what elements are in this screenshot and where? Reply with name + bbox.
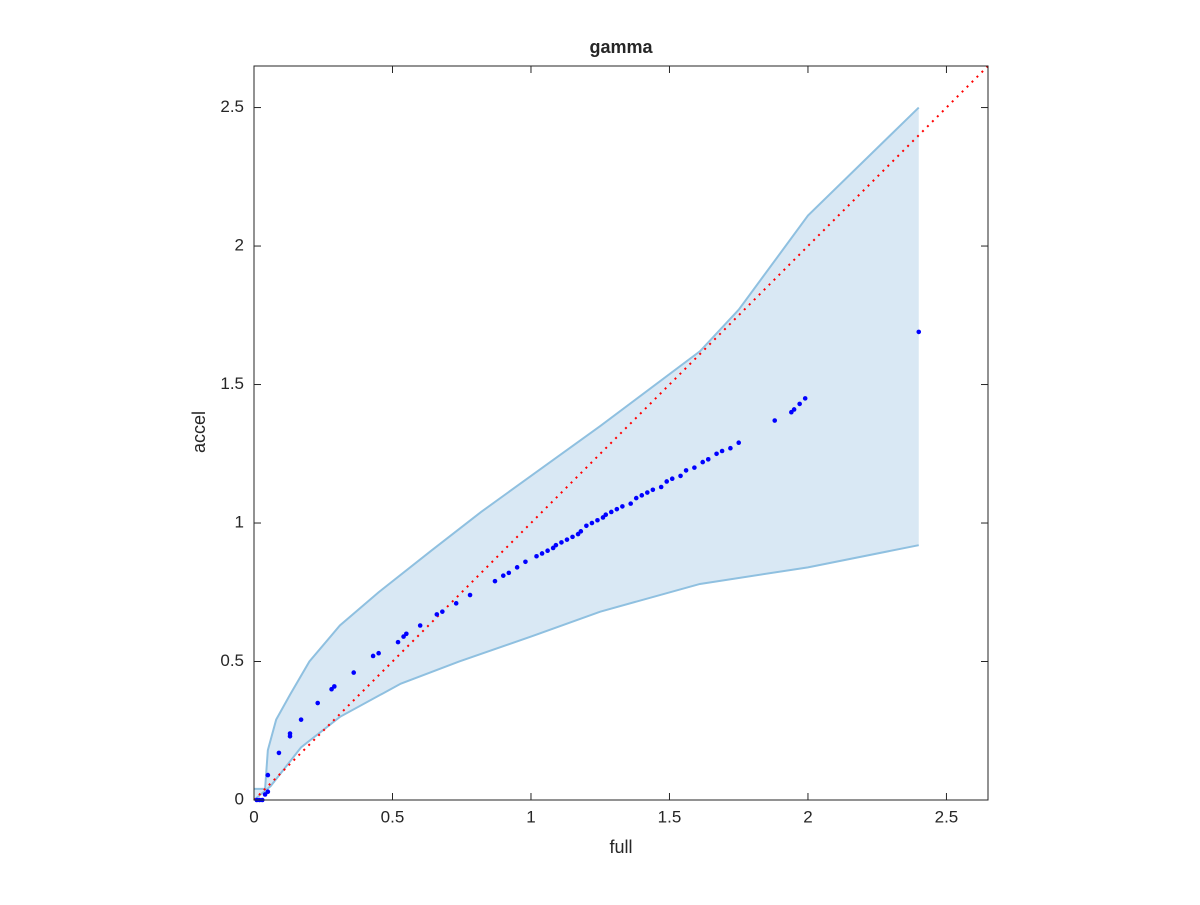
point [506,570,512,576]
point [678,473,683,479]
point [719,448,725,454]
band-upper-line [254,106,920,790]
x-tick-label: 0 [249,807,258,826]
x-tick-label: 1.5 [658,807,682,826]
point [628,501,633,506]
point [772,418,778,423]
point [797,401,802,407]
x-tick-label: 2.5 [935,807,959,826]
x-tick-label: 1 [526,807,535,826]
point [298,717,304,722]
chart-title: gamma [589,37,653,57]
point [633,495,639,501]
point [595,517,600,523]
band-lower-line [253,544,919,801]
point [553,542,559,548]
point [265,789,271,794]
point [467,592,473,598]
point [434,612,440,617]
y-tick-label: 2 [235,236,244,255]
point [440,609,445,614]
point [514,565,520,570]
point [265,772,271,778]
point [692,465,697,470]
point [658,484,664,490]
point [276,750,282,756]
y-tick-label: 2.5 [220,97,244,116]
point [620,504,625,509]
point [639,493,645,498]
point [578,529,584,534]
point [728,445,733,451]
point [916,329,922,335]
axes-box [253,65,989,801]
point [453,601,459,606]
point [584,523,589,529]
point [791,407,797,412]
y-axis-label: accel [189,411,209,453]
point [683,468,689,473]
point [669,476,675,482]
point [650,487,656,493]
point [370,653,376,659]
point [664,479,670,484]
point [614,506,620,512]
x-tick-label: 0.5 [381,807,405,826]
point [570,534,575,540]
point [802,396,808,401]
point [417,623,423,628]
point [645,490,650,495]
y-tick-label: 1 [235,513,244,532]
point [559,540,564,545]
point [736,440,742,445]
point [545,548,550,554]
y-tick-label: 0 [235,789,244,808]
point [287,731,293,736]
point [603,512,609,518]
point [539,551,545,556]
x-tick-label: 2 [803,807,812,826]
point [523,559,528,565]
point [609,509,614,515]
point [332,684,337,689]
y-tick-label: 1.5 [220,374,244,393]
x-axis-label: full [609,837,632,857]
point [714,451,719,457]
point [395,639,401,645]
reference-line [253,65,989,801]
point [315,700,321,706]
point [351,670,357,675]
point [589,520,595,526]
point [705,457,711,462]
point [500,573,506,578]
point [534,553,539,559]
y-tick-label: 0.5 [220,651,244,670]
point [700,459,706,465]
point [564,537,570,542]
point [492,578,498,584]
point [376,650,381,656]
point [404,631,409,637]
